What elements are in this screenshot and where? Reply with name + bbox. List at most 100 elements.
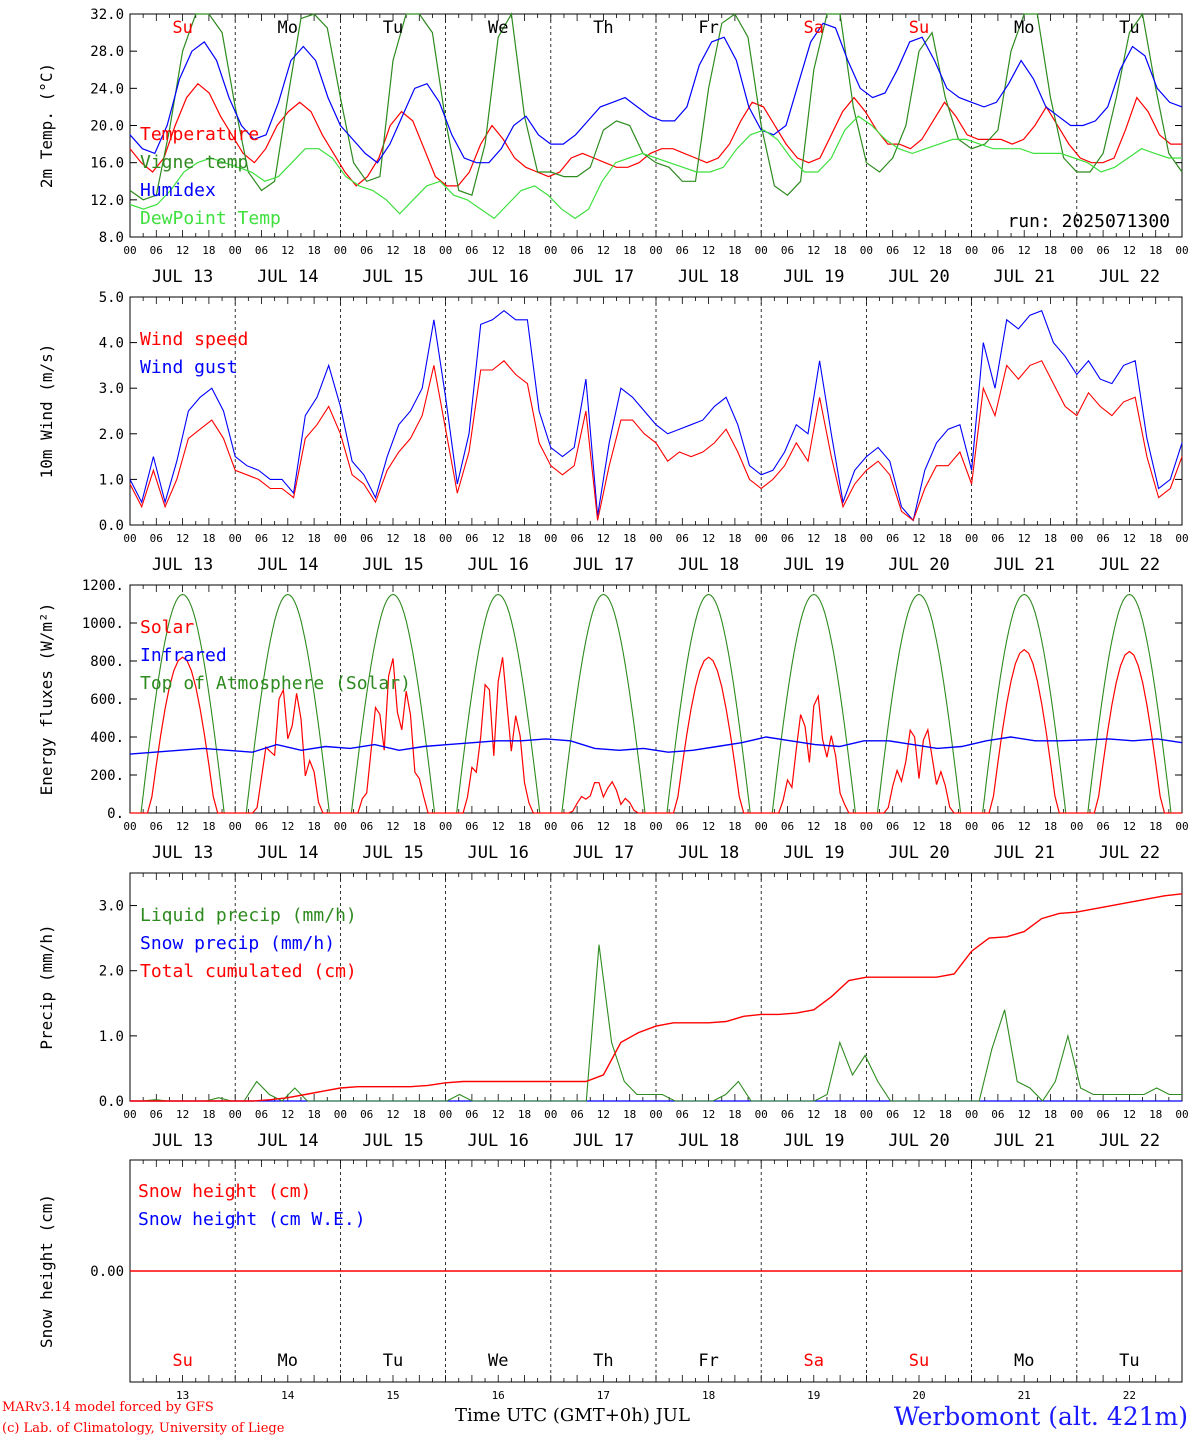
weekday-label: Sa xyxy=(804,1351,824,1371)
hour-label: 00 xyxy=(649,532,662,545)
hour-label: 18 xyxy=(413,532,426,545)
hour-label: 18 xyxy=(307,1108,320,1121)
hour-label: 06 xyxy=(360,820,373,833)
hour-label: 00 xyxy=(334,820,347,833)
hour-label: 06 xyxy=(255,820,268,833)
hour-label: 18 xyxy=(728,532,741,545)
hour-label: 06 xyxy=(255,1108,268,1121)
hour-label: 00 xyxy=(860,820,873,833)
hour-label: 00 xyxy=(334,532,347,545)
legend-entry: Infrared xyxy=(140,645,227,666)
hour-label: 18 xyxy=(413,244,426,257)
hour-label: 18 xyxy=(413,1108,426,1121)
hour-label: 12 xyxy=(807,532,820,545)
y-tick-label: 20.0 xyxy=(90,119,124,135)
hour-label: 00 xyxy=(965,820,978,833)
y-tick-label: 1000. xyxy=(82,616,124,632)
hour-label: 12 xyxy=(492,820,505,833)
legend-entry: Vigne temp xyxy=(140,152,248,173)
hour-label: 18 xyxy=(623,244,636,257)
hour-label: 12 xyxy=(702,244,715,257)
hour-label: 00 xyxy=(123,532,136,545)
hour-label: 06 xyxy=(991,244,1004,257)
date-label: JUL 18 xyxy=(678,267,739,287)
weekday-label: Tu xyxy=(383,18,403,38)
legend-entry: DewPoint Temp xyxy=(140,208,281,229)
hour-label: 18 xyxy=(202,244,215,257)
y-tick-label: 2.0 xyxy=(99,427,124,443)
hour-label: 06 xyxy=(676,1108,689,1121)
weekday-label: Tu xyxy=(383,1351,403,1371)
hour-label: 00 xyxy=(965,532,978,545)
hour-label: 00 xyxy=(1070,532,1083,545)
hour-label: 00 xyxy=(544,244,557,257)
hour-label: 00 xyxy=(544,820,557,833)
date-label: JUL 21 xyxy=(993,843,1054,863)
series-line xyxy=(129,22,1183,164)
date-label: JUL 19 xyxy=(783,555,844,575)
date-label: JUL 16 xyxy=(467,1131,528,1151)
lab-credit: (c) Lab. of Climatology, University of L… xyxy=(2,1421,285,1436)
hour-label: 06 xyxy=(465,532,478,545)
hour-label: 12 xyxy=(176,1108,189,1121)
legend-entry: Wind gust xyxy=(140,357,238,378)
y-tick-label: 0.0 xyxy=(99,518,124,534)
station-label: Werbomont (alt. 421m) xyxy=(893,1402,1188,1431)
weekday-label: Sa xyxy=(804,18,824,38)
hour-label: 06 xyxy=(465,1108,478,1121)
date-label: JUL 16 xyxy=(467,267,528,287)
series-line xyxy=(129,309,1183,522)
hour-label: 00 xyxy=(229,1108,242,1121)
date-label: JUL 16 xyxy=(467,843,528,863)
date-label: JUL 20 xyxy=(888,267,949,287)
y-tick-label: 28.0 xyxy=(90,44,124,60)
legend-entry: Snow precip (mm/h) xyxy=(140,933,335,954)
hour-label: 18 xyxy=(202,820,215,833)
hour-label: 12 xyxy=(912,244,925,257)
weekday-label: Su xyxy=(909,1351,929,1371)
hour-label: 00 xyxy=(1070,244,1083,257)
hour-label: 06 xyxy=(255,244,268,257)
y-tick-label: 3.0 xyxy=(99,899,124,915)
date-label: JUL 20 xyxy=(888,843,949,863)
y-tick-label: 24.0 xyxy=(90,81,124,97)
day-number: 15 xyxy=(386,1389,399,1402)
y-axis-label: 2m Temp. (°C) xyxy=(37,63,56,188)
hour-label: 00 xyxy=(123,1108,136,1121)
hour-label: 18 xyxy=(833,532,846,545)
hour-label: 12 xyxy=(1018,532,1031,545)
hour-label: 00 xyxy=(439,244,452,257)
date-label: JUL 15 xyxy=(362,555,423,575)
hour-label: 00 xyxy=(123,820,136,833)
hour-label: 18 xyxy=(728,244,741,257)
hour-label: 18 xyxy=(307,532,320,545)
hour-label: 00 xyxy=(229,820,242,833)
hour-label: 12 xyxy=(176,244,189,257)
day-number: 22 xyxy=(1123,1389,1136,1402)
date-label: JUL 14 xyxy=(257,555,318,575)
hour-label: 06 xyxy=(1096,532,1109,545)
panel-1: 00 06 12 18 JUL 13 00 06 12 18 JUL 14 00 06 12 18 JUL … xyxy=(37,7,1189,287)
date-label: JUL 18 xyxy=(678,555,739,575)
hour-label: 18 xyxy=(202,1108,215,1121)
legend-entry: Solar xyxy=(140,617,194,638)
hour-label: 12 xyxy=(597,1108,610,1121)
hour-label: 18 xyxy=(623,532,636,545)
hour-label: 18 xyxy=(623,820,636,833)
panel-frame xyxy=(129,13,1183,238)
hour-label: 18 xyxy=(1044,532,1057,545)
y-axis-label: Snow height (cm) xyxy=(37,1194,56,1348)
hour-label: 00 xyxy=(334,244,347,257)
hour-label: 06 xyxy=(991,1108,1004,1121)
hour-label: 12 xyxy=(1123,244,1136,257)
y-tick-label: 1.0 xyxy=(99,472,124,488)
weekday-label: We xyxy=(488,18,508,38)
hour-label: 00 xyxy=(1175,532,1188,545)
weekday-label: Su xyxy=(172,1351,192,1371)
weekday-label: Fr xyxy=(698,1351,718,1371)
day-number: 13 xyxy=(176,1389,189,1402)
y-tick-label: 600. xyxy=(90,692,124,708)
hour-label: 18 xyxy=(307,820,320,833)
weekday-label: Mo xyxy=(278,18,298,38)
run-annotation: run: 2025071300 xyxy=(1007,211,1170,232)
